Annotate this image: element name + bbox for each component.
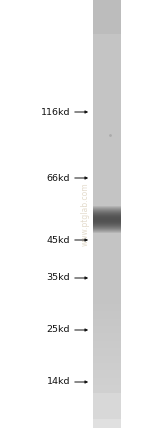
Text: www.ptglab.com: www.ptglab.com xyxy=(81,182,90,246)
Text: 116kd: 116kd xyxy=(40,107,70,116)
Text: 25kd: 25kd xyxy=(46,326,70,335)
Text: 45kd: 45kd xyxy=(46,235,70,244)
Text: 66kd: 66kd xyxy=(46,173,70,182)
Text: 14kd: 14kd xyxy=(46,377,70,386)
Text: 35kd: 35kd xyxy=(46,273,70,282)
